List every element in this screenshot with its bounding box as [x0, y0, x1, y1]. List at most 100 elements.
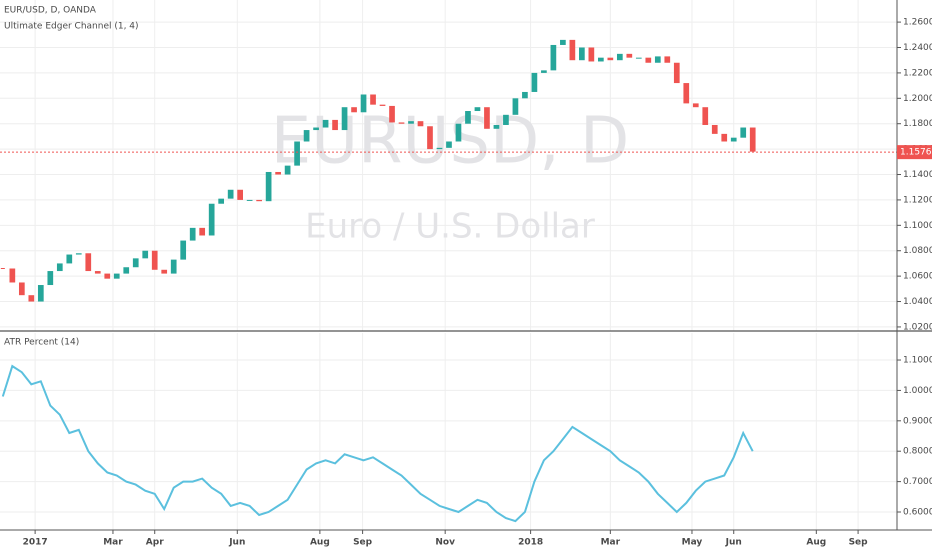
candle-body	[199, 227, 206, 236]
x-tick-label: Jun	[228, 538, 245, 548]
candle-body	[711, 124, 718, 134]
candle-body	[322, 119, 329, 128]
y-tick-label: 1.10000	[903, 221, 932, 231]
y-tick-label: 0.9000	[903, 416, 932, 426]
candle-body	[692, 103, 699, 108]
candle-body	[284, 165, 291, 175]
candle-body	[683, 83, 690, 104]
candle-body	[560, 39, 566, 45]
candle-body	[94, 271, 101, 274]
candle-body	[550, 44, 557, 71]
candle-body	[455, 123, 462, 142]
candle-body	[370, 94, 376, 105]
candle-body	[161, 269, 168, 274]
candle-body	[522, 91, 528, 99]
candle-body	[189, 227, 196, 241]
candle-body	[170, 259, 177, 274]
candle-body	[227, 189, 234, 199]
candle-body	[446, 141, 452, 148]
candle-body	[218, 198, 225, 204]
y-tick-label: 1.12000	[903, 195, 932, 205]
candle-body	[275, 171, 281, 175]
candle-body	[626, 53, 633, 58]
candle-body	[379, 104, 386, 106]
candle-body	[265, 171, 272, 202]
candle-body	[673, 62, 680, 84]
candle-body	[389, 105, 395, 123]
candle-body	[607, 57, 614, 61]
y-tick-label: 0.8000	[903, 447, 932, 457]
y-tick-label: 1.14000	[903, 170, 932, 180]
candle-body	[730, 137, 737, 142]
candle-body	[740, 127, 747, 138]
candle-body	[341, 107, 348, 131]
candle-body	[493, 124, 500, 129]
candle-body	[85, 253, 92, 272]
candle-body	[569, 39, 576, 61]
candle-body	[654, 56, 661, 63]
y-tick-label: 1.20000	[903, 94, 932, 104]
candle-body	[645, 57, 652, 63]
y-tick-label: 1.06000	[903, 272, 932, 282]
candle-body	[702, 107, 709, 125]
candle-body	[465, 111, 471, 124]
x-tick-label: Nov	[435, 538, 455, 548]
candle-body	[664, 56, 671, 63]
x-tick-label: Aug	[310, 538, 330, 548]
candle-body	[360, 94, 367, 113]
candle-body	[246, 199, 253, 201]
candle-body	[237, 189, 243, 200]
candle-body	[28, 295, 35, 302]
x-tick-label: Jun	[725, 538, 742, 548]
y-tick-label: 1.24000	[903, 43, 932, 53]
candle-body	[66, 254, 73, 264]
y-tick-label: 1.04000	[903, 297, 932, 307]
candle-body	[132, 258, 139, 268]
candle-body	[484, 107, 490, 129]
candle-body	[427, 126, 433, 150]
x-tick-label: Apr	[146, 538, 164, 548]
candle-body	[579, 47, 585, 61]
candle-body	[503, 114, 509, 125]
x-tick-label: Mar	[601, 538, 621, 548]
candle-body	[123, 267, 130, 274]
atr-title: ATR Percent (14)	[4, 338, 79, 348]
candle-body	[598, 57, 604, 62]
x-tick-label: 2018	[518, 538, 543, 548]
candle-body	[256, 199, 262, 202]
candle-body	[18, 282, 25, 296]
candle-body	[104, 273, 111, 279]
candle-body	[616, 53, 623, 61]
candle-body	[113, 273, 120, 279]
indicator-title: Ultimate Edger Channel (1, 4)	[4, 22, 139, 32]
x-tick-label: Mar	[103, 538, 123, 548]
candle-body	[294, 141, 300, 166]
last-price-label: 1.15762	[900, 148, 932, 158]
x-tick-label: Sep	[849, 538, 869, 548]
x-tick-label: Sep	[353, 538, 373, 548]
candle-body	[37, 285, 44, 302]
candle-body	[208, 203, 215, 236]
candle-body	[749, 127, 756, 152]
symbol-title: EUR/USD, D, OANDA	[4, 6, 97, 16]
candle-body	[398, 122, 405, 124]
candle-body	[512, 98, 519, 115]
atr-line	[1, 364, 754, 523]
last-price-box	[897, 145, 932, 160]
y-tick-label: 0.6000	[903, 508, 932, 518]
candle-body	[47, 271, 54, 286]
candle-body	[474, 107, 481, 112]
candle-body	[436, 147, 443, 150]
candle-body	[635, 57, 642, 59]
candle-body	[151, 250, 158, 270]
candle-body	[588, 47, 595, 62]
candle-body	[9, 268, 16, 283]
x-tick-label: 2017	[23, 538, 48, 548]
y-tick-label: 1.08000	[903, 246, 932, 256]
watermark-subtitle: Euro / U.S. Dollar	[305, 207, 595, 247]
candle-body	[417, 121, 424, 127]
y-tick-label: 1.0000	[903, 386, 932, 396]
candle-body	[541, 70, 547, 73]
x-tick-label: May	[682, 538, 703, 548]
